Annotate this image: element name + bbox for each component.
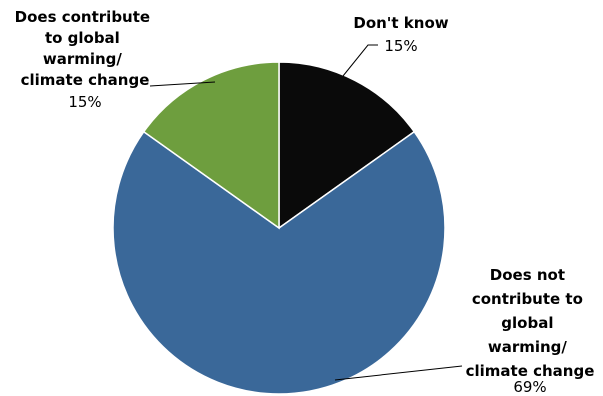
slice-does-not-contribute: [112, 130, 446, 395]
label-does-not-contribute: Does not contribute to global warming/ c…: [466, 266, 595, 396]
label-does-contribute-line-2: to global: [45, 29, 120, 47]
svg-text:Does contribute to glo: Does contribute to global warming/ clima…: [15, 8, 156, 89]
label-does-not-contribute-pct: 69%: [513, 378, 546, 396]
slice-does-contribute: [142, 61, 280, 230]
leader-does-contribute: [149, 81, 216, 87]
label-dont-know-line-1: Don't know: [353, 14, 448, 32]
label-does-not-contribute-line-5: climate change: [466, 362, 595, 380]
label-does-contribute-line-4: climate change: [21, 71, 150, 89]
label-does-not-contribute-line-2: contribute to: [472, 290, 583, 308]
leader-lines: [149, 44, 463, 381]
svg-text:Does not contribute to: Does not contribute to global warming/ c…: [466, 266, 595, 380]
label-does-contribute-line-1: Does contribute: [15, 8, 150, 26]
pie-slices: [112, 61, 446, 395]
slice-labels: Don't know 15% Does not contribute to gl…: [15, 8, 595, 396]
label-dont-know: Don't know 15%: [353, 14, 448, 55]
label-does-not-contribute-line-4: warming/: [488, 338, 568, 356]
label-dont-know-pct: 15%: [384, 37, 417, 55]
label-does-contribute-line-3: warming/: [43, 50, 123, 68]
label-does-not-contribute-line-1: Does not: [490, 266, 565, 284]
slice-dont-know: [278, 61, 416, 230]
label-does-contribute-pct: 15%: [68, 93, 101, 111]
leader-dont-know: [342, 44, 378, 77]
leader-does-not-contribute: [334, 365, 463, 381]
svg-text:Don't know: Don't know: [353, 14, 448, 32]
label-does-not-contribute-line-3: global: [501, 314, 553, 332]
label-does-contribute: Does contribute to global warming/ clima…: [15, 8, 156, 111]
